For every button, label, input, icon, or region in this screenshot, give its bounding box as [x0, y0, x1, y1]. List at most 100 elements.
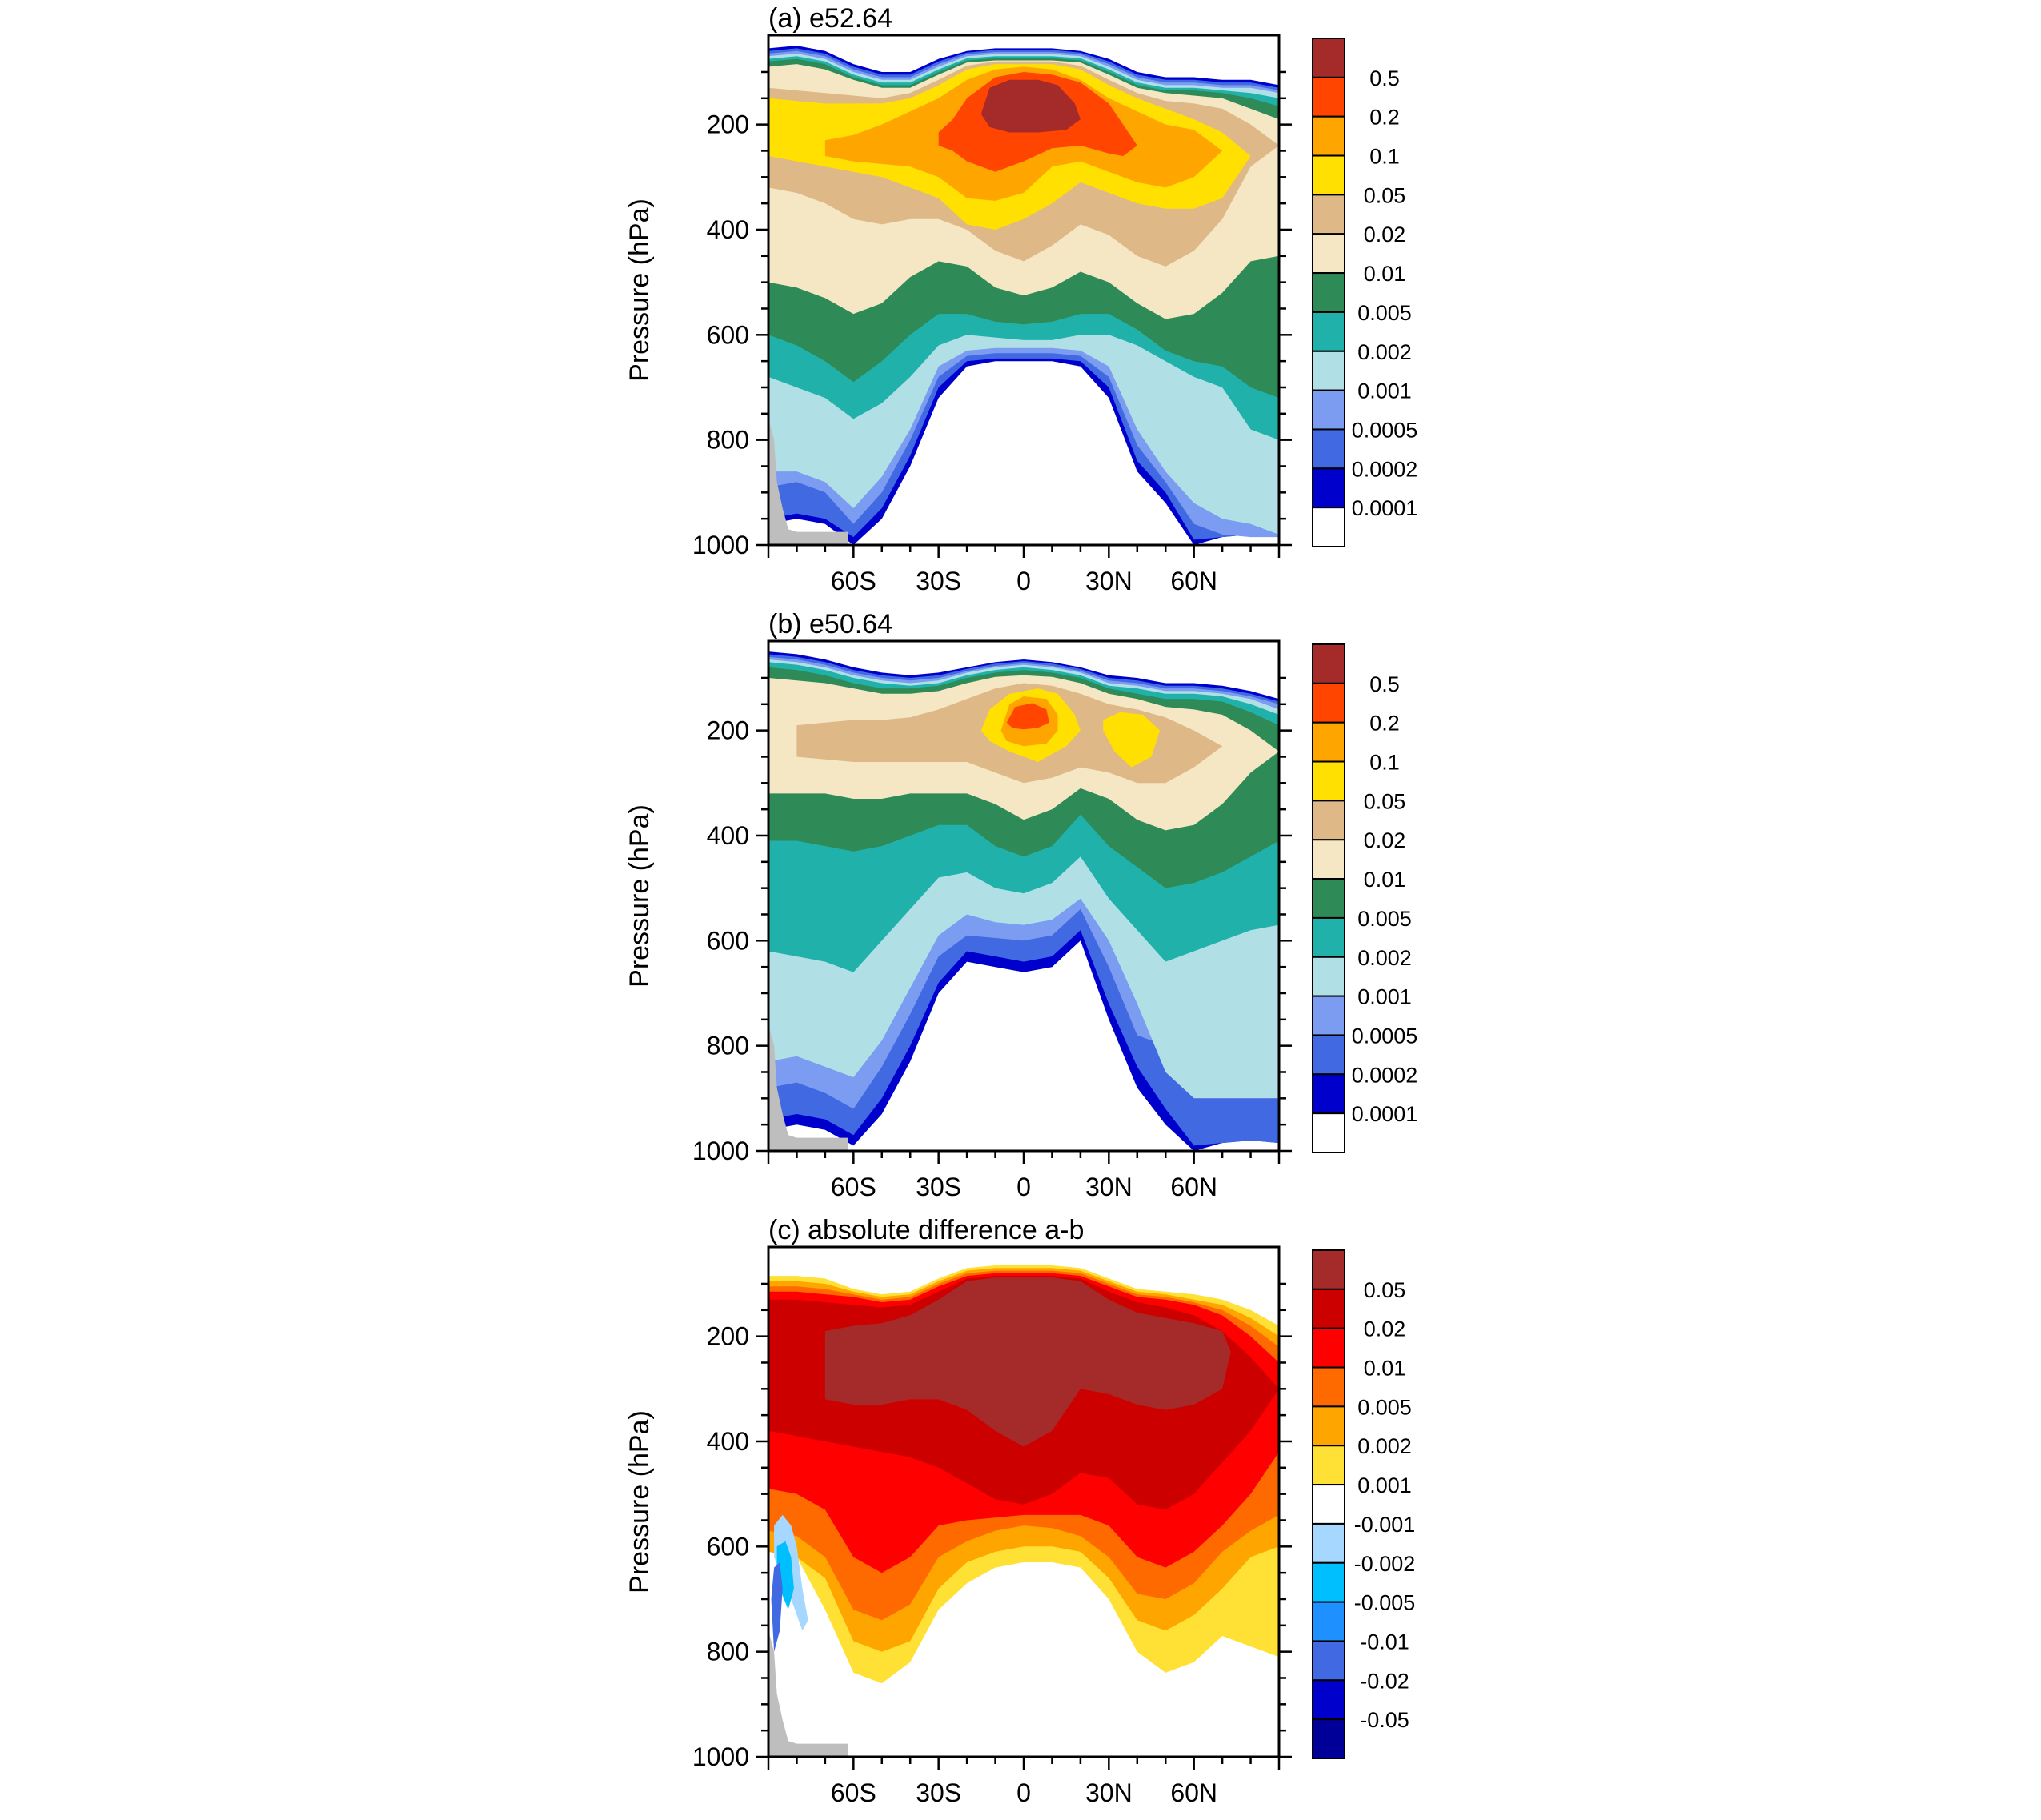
- colorbar-label: 0.05: [1364, 183, 1406, 207]
- colorbar-label: 0.0001: [1352, 496, 1418, 520]
- colorbar-box: [1312, 1112, 1345, 1154]
- y-tick-label: 600: [707, 926, 749, 955]
- colorbar-box: [1312, 1484, 1345, 1525]
- colorbar-box: [1312, 800, 1345, 841]
- colorbar-label: 0.005: [1357, 1395, 1412, 1419]
- colorbar-box: [1312, 760, 1345, 802]
- colorbar-label: 0.0002: [1352, 1063, 1418, 1087]
- colorbar-box: [1312, 154, 1345, 196]
- x-tick-label: 60S: [831, 1778, 876, 1807]
- colorbar-label: 0.02: [1364, 222, 1406, 247]
- colorbar-label: -0.001: [1354, 1513, 1416, 1537]
- colorbar-label: 0.02: [1364, 828, 1406, 852]
- colorbar-label: 0.001: [1357, 379, 1412, 403]
- y-tick-label: 200: [707, 1322, 749, 1351]
- y-tick-label: 800: [707, 1638, 749, 1666]
- colorbar-box: [1312, 194, 1345, 235]
- x-tick-label: 60N: [1170, 567, 1217, 595]
- colorbar-label: 0.02: [1364, 1317, 1406, 1341]
- colorbar-box: [1312, 389, 1345, 431]
- colorbar-box: [1312, 1073, 1345, 1115]
- colorbar-label: 0.005: [1357, 301, 1412, 325]
- colorbar-box: [1312, 115, 1345, 157]
- chart-0: (a) e52.64 200 400 600 800 1000 Pressure (hPa)…: [624, 3, 1418, 595]
- y-tick-label: 400: [707, 215, 749, 244]
- colorbar-box: [1312, 1249, 1345, 1290]
- colorbar-box: [1312, 76, 1345, 118]
- x-tick-label: 0: [1016, 1173, 1031, 1201]
- x-tick-label: 30S: [916, 567, 961, 595]
- colorbar-label: 0.005: [1357, 907, 1412, 931]
- colorbar-label: 0.05: [1364, 789, 1406, 813]
- colorbar-box: [1312, 1679, 1345, 1721]
- colorbar-label: -0.02: [1360, 1669, 1409, 1693]
- colorbar-box: [1312, 995, 1345, 1036]
- y-axis-label: Pressure (hPa): [624, 804, 655, 988]
- colorbar-box: [1312, 1640, 1345, 1682]
- x-tick-label: 0: [1016, 1778, 1031, 1807]
- chart-2: (c) absolute difference a-b 200 400 600 800 1…: [624, 1215, 1416, 1807]
- colorbar-box: [1312, 1366, 1345, 1408]
- chart-1: (b) e50.64 200 400 600 800 1000 Pressure (hPa)…: [624, 609, 1418, 1201]
- colorbar-label: 0.0005: [1352, 1024, 1418, 1048]
- colorbar-box: [1312, 1601, 1345, 1642]
- x-tick-label: 30N: [1085, 567, 1133, 595]
- y-tick-label: 1000: [692, 531, 749, 559]
- colorbar-label: 0.0002: [1352, 457, 1418, 481]
- colorbar-box: [1312, 1327, 1345, 1369]
- x-tick-label: 60S: [831, 1173, 876, 1201]
- panel-title: (c) absolute difference a-b: [768, 1215, 1084, 1245]
- colorbar-box: [1312, 467, 1345, 509]
- colorbar-box: [1312, 916, 1345, 958]
- colorbar-label: 0.002: [1357, 340, 1412, 364]
- contour-fill-0p5: [980, 79, 1081, 133]
- y-tick-label: 600: [707, 1532, 749, 1561]
- x-tick-label: 60N: [1170, 1173, 1217, 1201]
- colorbar-label: 0.1: [1369, 751, 1400, 775]
- y-axis-label: Pressure (hPa): [624, 198, 655, 382]
- colorbar-box: [1312, 507, 1345, 548]
- colorbar-label: 0.01: [1364, 262, 1406, 286]
- contour-fill--0p01: [771, 1562, 783, 1652]
- colorbar-box: [1312, 1445, 1345, 1486]
- panel-c: (c) absolute difference a-b 200 400 600 800 1…: [0, 1212, 2041, 1820]
- colorbar-box: [1312, 682, 1345, 724]
- y-tick-label: 600: [707, 320, 749, 349]
- x-tick-label: 30N: [1085, 1778, 1133, 1807]
- colorbar-label: -0.002: [1354, 1552, 1416, 1576]
- colorbar-label: 0.0005: [1352, 418, 1418, 442]
- contour-fill-0p05: [824, 1277, 1231, 1447]
- colorbar-label: 0.0001: [1352, 1102, 1418, 1126]
- colorbar-box: [1312, 1288, 1345, 1329]
- y-tick-label: 800: [707, 426, 749, 455]
- colorbar-label: 0.2: [1369, 712, 1400, 736]
- colorbar-box: [1312, 350, 1345, 391]
- contour-fill-0p05: [1103, 712, 1161, 768]
- colorbar-box: [1312, 721, 1345, 763]
- panel-title: (a) e52.64: [768, 3, 892, 34]
- x-tick-label: 30S: [916, 1173, 961, 1201]
- colorbar-box: [1312, 311, 1345, 352]
- y-tick-label: 800: [707, 1032, 749, 1060]
- y-tick-label: 1000: [692, 1742, 749, 1771]
- colorbar-box: [1312, 428, 1345, 470]
- x-tick-label: 60N: [1170, 1778, 1217, 1807]
- colorbar-label: -0.01: [1360, 1630, 1409, 1654]
- panel-b: (b) e50.64 200 400 600 800 1000 Pressure (hPa)…: [0, 606, 2041, 1214]
- y-tick-label: 1000: [692, 1136, 749, 1165]
- x-tick-label: 60S: [831, 567, 876, 595]
- colorbar-box: [1312, 1522, 1345, 1564]
- missing-data-region: [768, 419, 848, 545]
- contour-fill-0p2: [1006, 703, 1049, 730]
- colorbar-box: [1312, 1034, 1345, 1076]
- contour-fill--0p002: [776, 1541, 794, 1610]
- x-tick-label: 30S: [916, 1778, 961, 1807]
- missing-data-region: [768, 1024, 848, 1151]
- colorbar-label: -0.005: [1354, 1591, 1416, 1615]
- colorbar-box: [1312, 233, 1345, 275]
- colorbar-box: [1312, 272, 1345, 313]
- panel-title: (b) e50.64: [768, 609, 892, 639]
- colorbar-box: [1312, 1718, 1345, 1760]
- colorbar-label: 0.002: [1357, 1434, 1412, 1458]
